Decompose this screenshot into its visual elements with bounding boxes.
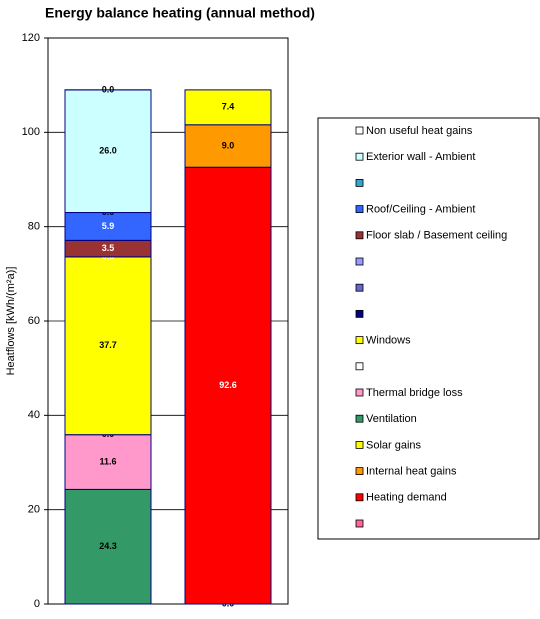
- legend-label: Thermal bridge loss: [366, 387, 463, 399]
- legend-swatch: [356, 363, 363, 370]
- y-tick-label: 100: [22, 126, 40, 138]
- y-tick-label: 20: [28, 504, 40, 516]
- y-tick-label: 60: [28, 315, 40, 327]
- legend-label: Exterior wall - Ambient: [366, 151, 475, 163]
- legend-swatch: [356, 441, 363, 448]
- data-label: 26.0: [99, 146, 117, 156]
- data-label: 3.5: [102, 243, 115, 253]
- legend-swatch: [356, 153, 363, 160]
- chart-title: Energy balance heating (annual method): [45, 5, 315, 21]
- data-label: 37.7: [99, 340, 117, 350]
- legend-label: Ventilation: [366, 413, 417, 425]
- legend-swatch: [356, 232, 363, 239]
- legend-swatch: [356, 520, 363, 527]
- y-tick-label: 40: [28, 409, 40, 421]
- legend-swatch: [356, 284, 363, 291]
- data-label: 92.6: [219, 380, 237, 390]
- legend-label: Windows: [366, 335, 411, 347]
- legend-label: Roof/Ceiling - Ambient: [366, 204, 475, 216]
- data-label: 24.3: [99, 541, 117, 551]
- data-label: 9.0: [222, 140, 235, 150]
- y-tick-label: 120: [22, 32, 40, 44]
- legend-swatch: [356, 494, 363, 501]
- legend-swatch: [356, 179, 363, 186]
- data-label: 0.0: [102, 84, 115, 94]
- legend-swatch: [356, 258, 363, 265]
- data-label: 5.9: [102, 221, 115, 231]
- legend-swatch: [356, 206, 363, 213]
- y-tick-label: 80: [28, 221, 40, 233]
- legend-label: Solar gains: [366, 439, 422, 451]
- legend-label: Heating demand: [366, 492, 447, 504]
- legend-label: Non useful heat gains: [366, 125, 473, 137]
- legend-swatch: [356, 310, 363, 317]
- legend-swatch: [356, 337, 363, 344]
- legend-label: Floor slab / Basement ceiling: [366, 230, 507, 242]
- legend-swatch: [356, 127, 363, 134]
- legend-swatch: [356, 389, 363, 396]
- legend-swatch: [356, 468, 363, 475]
- legend-label: Internal heat gains: [366, 466, 457, 478]
- data-label: 7.4: [222, 102, 235, 112]
- y-axis-label: Heatflows [kWh/(m²a)]: [5, 267, 17, 376]
- y-tick-label: 0: [34, 598, 40, 610]
- data-label: 11.6: [99, 456, 116, 466]
- legend-swatch: [356, 415, 363, 422]
